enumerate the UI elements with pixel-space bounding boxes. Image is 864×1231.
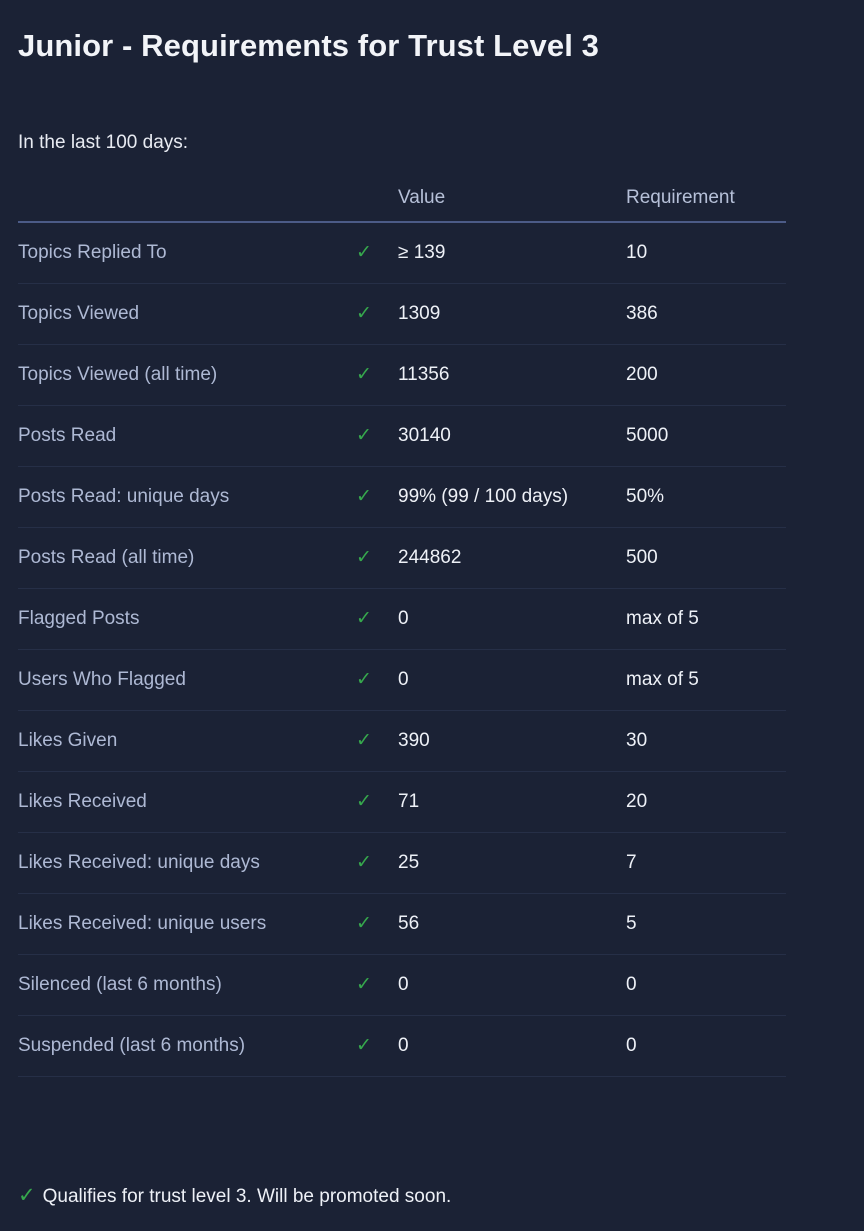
qualification-message: Qualifies for trust level 3. Will be pro… [42, 1186, 452, 1207]
check-icon: ✓ [356, 710, 398, 772]
metric-label: Suspended (last 6 months) [18, 1015, 356, 1077]
check-icon: ✓ [356, 954, 398, 1016]
metric-value: 71 [398, 771, 626, 833]
check-icon: ✓ [356, 649, 398, 711]
metric-label: Users Who Flagged [18, 649, 356, 711]
table-row: Suspended (last 6 months) ✓ 0 0 [18, 1015, 786, 1077]
table-row: Flagged Posts ✓ 0 max of 5 [18, 588, 786, 650]
column-header-value: Value [398, 187, 626, 223]
metric-label: Flagged Posts [18, 588, 356, 650]
metric-value: 0 [398, 1015, 626, 1077]
qualification-status: ✓ Qualifies for trust level 3. Will be pr… [18, 1184, 451, 1209]
metric-requirement: 50% [626, 466, 786, 528]
metric-label: Likes Received: unique days [18, 832, 356, 894]
metric-requirement: max of 5 [626, 588, 786, 650]
metric-requirement: 500 [626, 527, 786, 589]
table-row: Likes Received: unique days ✓ 25 7 [18, 832, 786, 894]
table-row: Topics Viewed (all time) ✓ 11356 200 [18, 344, 786, 406]
check-icon: ✓ [356, 893, 398, 955]
check-icon: ✓ [356, 1015, 398, 1077]
metric-label: Likes Received: unique users [18, 893, 356, 955]
metric-label: Posts Read (all time) [18, 527, 356, 589]
metric-value: 0 [398, 649, 626, 711]
metric-requirement: 7 [626, 832, 786, 894]
metric-value: 30140 [398, 405, 626, 467]
check-icon: ✓ [356, 771, 398, 833]
metric-requirement: 5000 [626, 405, 786, 467]
table-row: Silenced (last 6 months) ✓ 0 0 [18, 954, 786, 1016]
column-header-metric [18, 187, 356, 223]
metric-requirement: 5 [626, 893, 786, 955]
table-row: Likes Received: unique users ✓ 56 5 [18, 893, 786, 955]
metric-requirement: 0 [626, 954, 786, 1016]
check-icon: ✓ [18, 1184, 36, 1207]
table-row: Posts Read (all time) ✓ 244862 500 [18, 527, 786, 589]
metric-value: 99% (99 / 100 days) [398, 466, 626, 528]
column-header-requirement: Requirement [626, 187, 786, 223]
metric-value: 56 [398, 893, 626, 955]
table-header: Value Requirement [18, 187, 786, 223]
metric-value: ≥ 139 [398, 222, 626, 284]
metric-requirement: 200 [626, 344, 786, 406]
metric-value: 0 [398, 954, 626, 1016]
metric-requirement: 386 [626, 283, 786, 345]
metric-label: Likes Given [18, 710, 356, 772]
check-icon: ✓ [356, 344, 398, 406]
table-row: Posts Read ✓ 30140 5000 [18, 405, 786, 467]
table-row: Likes Received ✓ 71 20 [18, 771, 786, 833]
metric-value: 390 [398, 710, 626, 772]
page-title: Junior - Requirements for Trust Level 3 [18, 28, 599, 63]
requirements-table: Value Requirement Topics Replied To ✓ ≥ 13… [18, 187, 786, 1077]
metric-requirement: 20 [626, 771, 786, 833]
metric-requirement: max of 5 [626, 649, 786, 711]
time-window-subtitle: In the last 100 days: [18, 132, 189, 153]
metric-value: 1309 [398, 283, 626, 345]
check-icon: ✓ [356, 588, 398, 650]
metric-value: 11356 [398, 344, 626, 406]
metric-label: Topics Viewed [18, 283, 356, 345]
check-icon: ✓ [356, 405, 398, 467]
metric-value: 25 [398, 832, 626, 894]
check-icon: ✓ [356, 832, 398, 894]
table-row: Posts Read: unique days ✓ 99% (99 / 100 da… [18, 466, 786, 528]
metric-label: Topics Replied To [18, 222, 356, 284]
check-icon: ✓ [356, 222, 398, 284]
table-row: Topics Viewed ✓ 1309 386 [18, 283, 786, 345]
check-icon: ✓ [356, 466, 398, 528]
metric-label: Likes Received [18, 771, 356, 833]
metric-requirement: 10 [626, 222, 786, 284]
metric-requirement: 30 [626, 710, 786, 772]
table-row: Likes Given ✓ 390 30 [18, 710, 786, 772]
metric-label: Posts Read: unique days [18, 466, 356, 528]
table-header-row: Value Requirement [18, 187, 786, 223]
column-header-status [356, 187, 398, 223]
metric-value: 0 [398, 588, 626, 650]
table-row: Topics Replied To ✓ ≥ 139 10 [18, 222, 786, 284]
metric-requirement: 0 [626, 1015, 786, 1077]
check-icon: ✓ [356, 527, 398, 589]
check-icon: ✓ [356, 283, 398, 345]
table-row: Users Who Flagged ✓ 0 max of 5 [18, 649, 786, 711]
metric-label: Silenced (last 6 months) [18, 954, 356, 1016]
table-body: Topics Replied To ✓ ≥ 139 10 Topics Viewed ✓ 1… [18, 222, 786, 1077]
metric-label: Posts Read [18, 405, 356, 467]
metric-value: 244862 [398, 527, 626, 589]
metric-label: Topics Viewed (all time) [18, 344, 356, 406]
